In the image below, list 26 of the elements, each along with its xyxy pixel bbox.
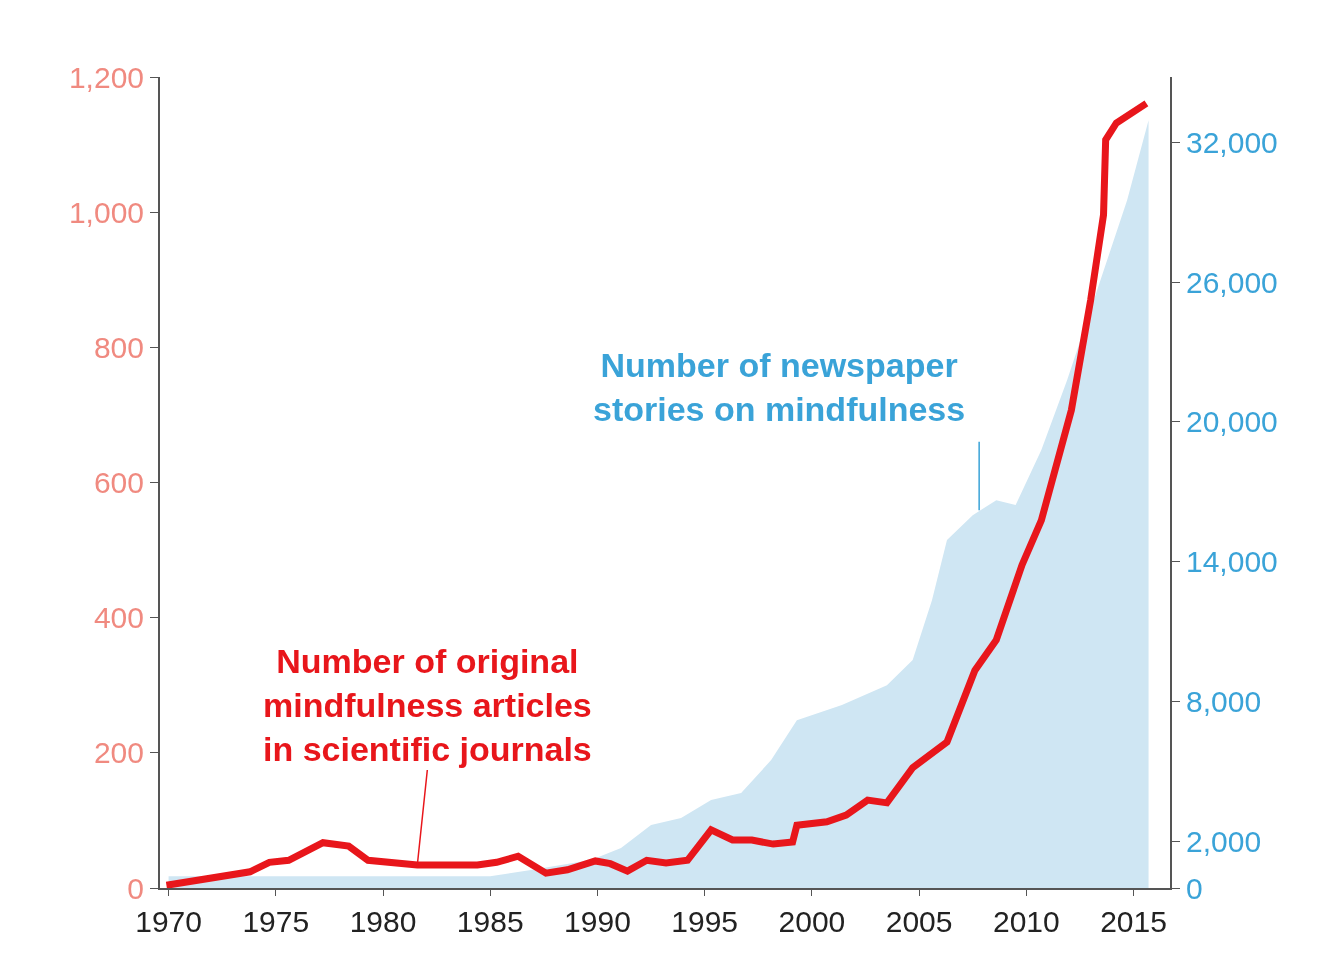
y-tick-label: 1,000: [68, 195, 144, 229]
x-tick-label: 1975: [242, 905, 310, 938]
y2-tick-label: 20,000: [1186, 405, 1278, 439]
x-tick-label: 1970: [135, 905, 202, 938]
x-tick-label: 1980: [349, 905, 417, 938]
x-tick-label: 1985: [456, 905, 524, 938]
x-tick-label: 1995: [671, 905, 739, 938]
y2-tick-label: 26,000: [1186, 265, 1278, 299]
y-tick-label: 0: [127, 871, 144, 905]
y2-tick-label: 2,000: [1186, 824, 1262, 858]
y-tick-label: 1,200: [68, 60, 144, 94]
y-tick-label: 800: [93, 330, 144, 364]
y-tick-label: 600: [93, 466, 144, 499]
annotation: Number of newspaper stories on mindfulness: [593, 346, 966, 429]
x-tick-label: 2005: [885, 905, 953, 938]
y-tick-label: 400: [93, 601, 144, 635]
x-tick-label: 2000: [778, 905, 846, 938]
x-tick-label: 2010: [992, 905, 1060, 938]
y-tick-label: 200: [93, 736, 144, 770]
y2-tick-label: 0: [1186, 871, 1203, 905]
y2-tick-label: 8,000: [1186, 685, 1262, 719]
y2-tick-label: 32,000: [1186, 125, 1278, 159]
x-tick-label: 2015: [1100, 905, 1167, 938]
y2-tick-label: 14,000: [1186, 545, 1278, 579]
x-tick-label: 1990: [564, 905, 631, 938]
annotation: Number of original mindfulness articles in scientific journals: [263, 642, 592, 769]
